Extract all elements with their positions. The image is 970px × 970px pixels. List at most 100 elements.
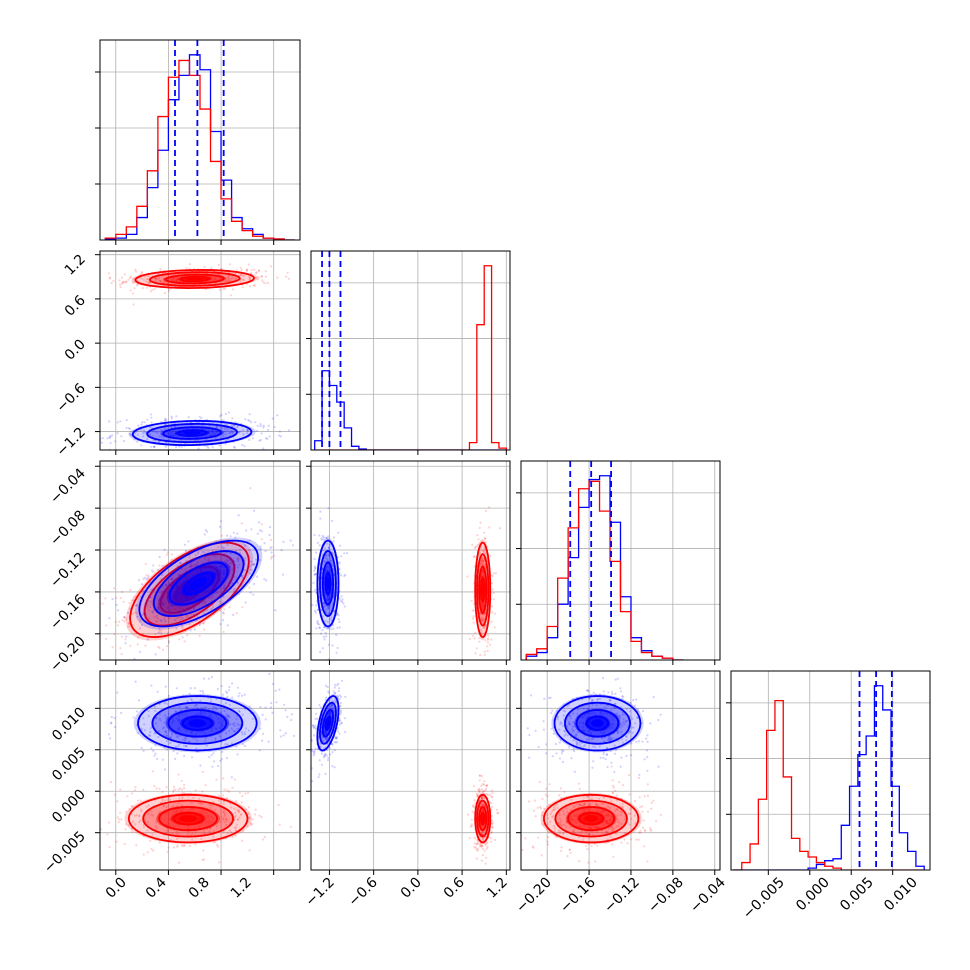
red-sample-point [481,847,484,851]
red-sample-point [145,574,148,577]
red-sample-point [226,279,229,282]
blue-sample-point [569,736,573,739]
blue-sample-point [335,701,338,704]
blue-sample-point [621,725,624,728]
blue-sample-point [231,696,234,699]
blue-sample-point [236,722,239,725]
blue-sample-point [611,692,614,696]
red-sample-point [246,825,249,828]
blue-sample-point [568,722,571,725]
red-sample-point [212,841,215,844]
blue-sample-point [271,711,274,714]
red-density-band [481,815,484,823]
blue-sample-point [336,727,339,730]
blue-sample-point [333,741,336,744]
blue-sample-point [165,583,168,587]
blue-sample-point [233,445,236,448]
blue-sample-point [339,544,342,547]
blue-sample-point [248,565,251,568]
red-sample-point [641,805,644,808]
red-sample-point [491,826,494,829]
blue-sample-point [325,737,328,741]
red-sample-point [223,811,226,814]
blue-sample-point [564,733,567,736]
red-sample-point [486,841,489,844]
red-sample-point [228,277,231,280]
blue-sample-point [125,426,128,430]
red-sample-point [222,287,225,290]
red-sample-point [124,828,127,831]
blue-sample-point [316,622,319,626]
blue-sample-point [120,435,123,438]
blue-sample-point [327,626,330,630]
blue-sample-point [598,745,601,748]
blue-sample-point [319,632,322,635]
blue-sample-point [160,619,163,623]
red-sample-point [491,820,494,823]
blue-sample-point [145,438,149,441]
red-sample-point [611,843,614,846]
red-sample-point [475,647,478,650]
red-sample-point [233,807,236,810]
blue-sample-point [231,682,234,685]
blue-sample-point [183,736,186,740]
red-sample-point [490,801,493,805]
blue-sample-point [157,440,160,443]
red-sample-point [276,276,279,279]
blue-sample-point [183,609,186,612]
blue-sample-point [241,694,244,697]
blue-sample-point [231,430,234,433]
blue-sample-point [262,424,265,427]
blue-sample-point [263,578,266,581]
blue-sample-point [556,716,559,719]
red-sample-point [114,620,117,623]
blue-sample-point [624,720,627,724]
red-sample-point [141,632,145,635]
blue-sample-point [237,560,240,563]
blue-sample-point [227,715,230,718]
blue-sample-point [562,749,565,753]
panels-layer [95,39,931,875]
red-sample-point [225,280,228,283]
blue-contour-line [553,695,642,752]
blue-sample-point [323,737,326,740]
blue-sample-point [616,731,619,734]
blue-sample-point [315,726,318,730]
blue-sample-point [324,772,327,776]
blue-sample-point [246,432,249,435]
blue-sample-point [203,740,207,743]
red-sample-point [183,787,186,790]
blue-sample-point [213,553,216,556]
red-sample-point [176,844,179,847]
red-contour-line [148,271,241,287]
blue-sample-point [636,716,639,720]
blue-sample-point [315,728,318,731]
red-sample-point [476,543,480,547]
blue-sample-point [226,559,230,563]
blue-sample-point [230,776,233,779]
red-sample-point [116,816,119,819]
red-contours [134,269,255,289]
blue-sample-point [156,690,159,693]
blue-sample-point [153,445,156,448]
blue-sample-point [185,706,189,709]
red-sample-point [140,808,143,811]
red-sample-point [484,789,487,792]
red-sample-point [481,560,484,563]
blue-sample-point [336,626,339,630]
blue-sample-point [244,727,248,730]
red-sample-point [125,280,128,283]
blue-sample-point [321,735,324,738]
blue-sample-point [602,753,605,756]
blue-sample-point [226,543,229,546]
red-sample-point [228,279,231,282]
blue-sample-point [590,738,593,741]
red-sample-point [206,559,209,562]
red-sample-point [112,279,115,283]
blue-sample-point [314,566,317,569]
red-sample-point [113,633,116,636]
red-sample-point [225,823,228,826]
blue-sample-point [325,554,328,557]
blue-sample-point [163,702,166,705]
blue-sample-point [195,703,198,706]
